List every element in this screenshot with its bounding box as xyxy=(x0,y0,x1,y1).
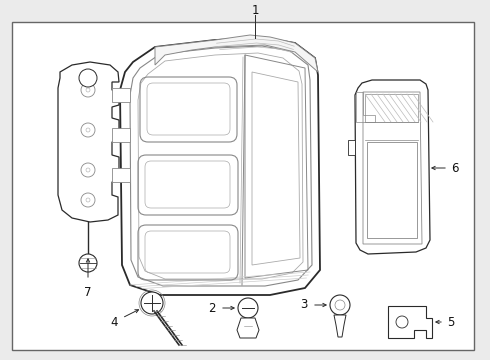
Circle shape xyxy=(141,292,163,314)
Polygon shape xyxy=(348,140,355,155)
Polygon shape xyxy=(388,306,432,338)
Bar xyxy=(112,88,130,102)
Text: 6: 6 xyxy=(451,162,459,175)
Polygon shape xyxy=(355,80,430,254)
Circle shape xyxy=(81,83,95,97)
Circle shape xyxy=(330,295,350,315)
Text: 7: 7 xyxy=(84,285,92,298)
Text: 5: 5 xyxy=(447,315,455,328)
Polygon shape xyxy=(58,62,119,222)
Text: 4: 4 xyxy=(110,316,118,329)
Circle shape xyxy=(79,69,97,87)
Polygon shape xyxy=(155,35,318,72)
Circle shape xyxy=(79,254,97,272)
Bar xyxy=(367,142,417,238)
Circle shape xyxy=(81,123,95,137)
Bar xyxy=(365,94,418,122)
Polygon shape xyxy=(237,318,259,338)
Polygon shape xyxy=(334,315,346,337)
Bar xyxy=(112,168,130,182)
Circle shape xyxy=(81,163,95,177)
Polygon shape xyxy=(120,38,320,295)
Text: 2: 2 xyxy=(208,302,216,315)
Circle shape xyxy=(396,316,408,328)
Circle shape xyxy=(238,298,258,318)
Text: 3: 3 xyxy=(300,298,308,311)
Bar xyxy=(112,128,130,142)
Text: 1: 1 xyxy=(251,4,259,17)
Circle shape xyxy=(81,193,95,207)
